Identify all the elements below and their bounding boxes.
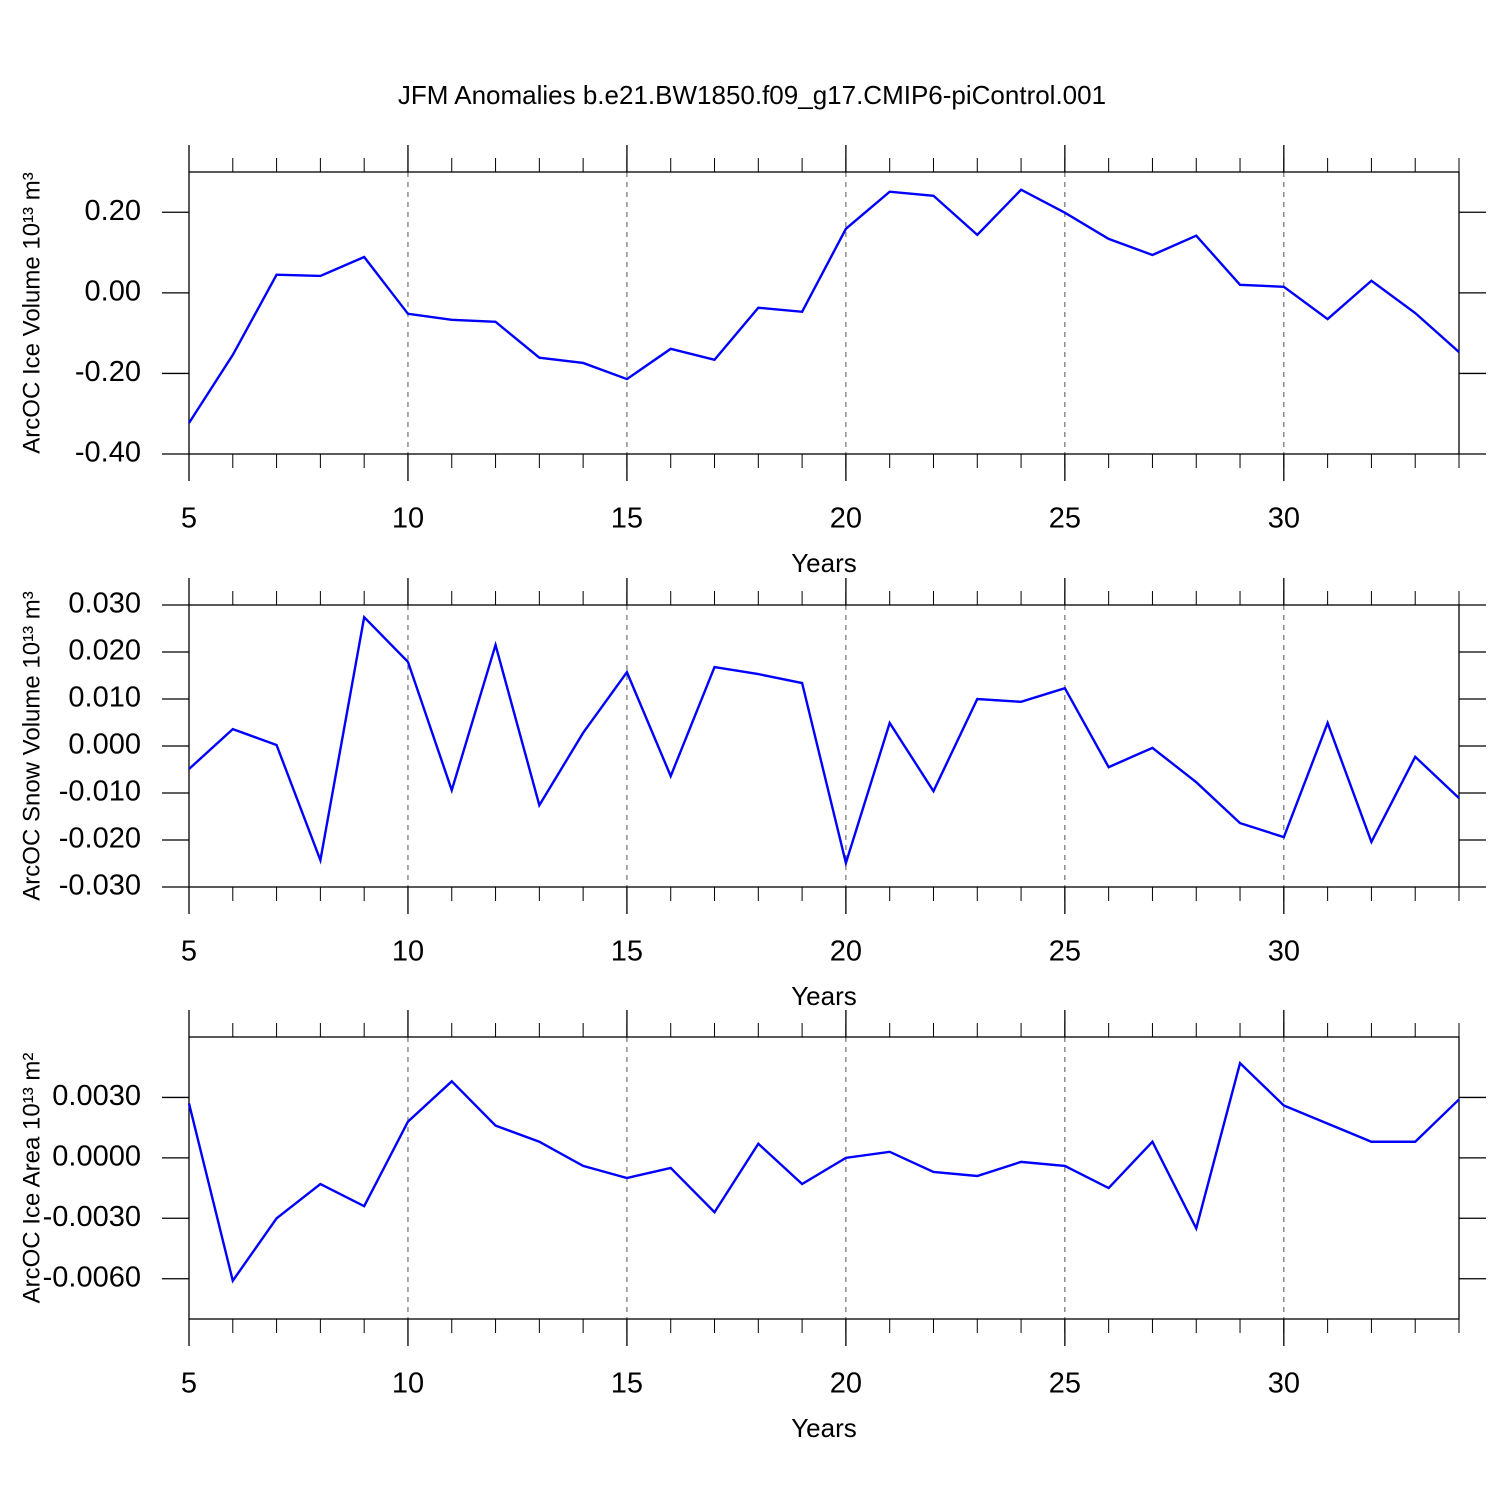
x-tick-label: 10 bbox=[392, 503, 424, 535]
y-tick-label: -0.40 bbox=[75, 437, 141, 469]
data-line bbox=[187, 1060, 1460, 1284]
x-tick-label: 30 bbox=[1268, 1368, 1300, 1400]
y-tick-label: 0.030 bbox=[68, 588, 141, 620]
plot-frame bbox=[188, 1036, 1460, 1320]
chart-title: JFM Anomalies b.e21.BW1850.f09_g17.CMIP6… bbox=[398, 80, 1106, 110]
x-tick-label: 15 bbox=[611, 1368, 643, 1400]
x-tick-label: 20 bbox=[830, 936, 862, 968]
plot-frame bbox=[188, 171, 1460, 455]
y-axis-label: ArcOC Ice Area 10¹³ m² bbox=[18, 1053, 45, 1304]
plot-frame bbox=[188, 604, 1460, 888]
y-tick-label: -0.030 bbox=[59, 870, 141, 902]
y-tick-label: 0.0030 bbox=[52, 1080, 141, 1112]
x-tick-label: 30 bbox=[1268, 503, 1300, 535]
y-tick-label: -0.0030 bbox=[43, 1201, 141, 1233]
y-tick-label: 0.00 bbox=[85, 276, 141, 308]
x-tick-label: 5 bbox=[181, 503, 197, 535]
x-axis-label: Years bbox=[791, 548, 857, 578]
x-axis-label: Years bbox=[791, 981, 857, 1011]
x-tick-label: 5 bbox=[181, 936, 197, 968]
x-tick-label: 20 bbox=[830, 1368, 862, 1400]
y-tick-label: 0.020 bbox=[68, 635, 141, 667]
x-tick-label: 15 bbox=[611, 936, 643, 968]
x-tick-label: 25 bbox=[1049, 1368, 1081, 1400]
data-line bbox=[187, 188, 1460, 424]
x-axis-label: Years bbox=[791, 1413, 857, 1443]
y-tick-label: -0.20 bbox=[75, 356, 141, 388]
y-axis-label: ArcOC Snow Volume 10¹³ m³ bbox=[18, 591, 45, 900]
x-tick-label: 30 bbox=[1268, 936, 1300, 968]
x-tick-label: 5 bbox=[181, 1368, 197, 1400]
y-axis-label: ArcOC Ice Volume 10¹³ m³ bbox=[18, 172, 45, 453]
x-tick-label: 10 bbox=[392, 1368, 424, 1400]
x-tick-label: 15 bbox=[611, 503, 643, 535]
x-tick-label: 25 bbox=[1049, 503, 1081, 535]
x-tick-label: 10 bbox=[392, 936, 424, 968]
y-tick-label: -0.010 bbox=[59, 776, 141, 808]
y-tick-label: 0.000 bbox=[68, 729, 141, 761]
x-tick-label: 25 bbox=[1049, 936, 1081, 968]
y-tick-label: 0.0000 bbox=[52, 1141, 141, 1173]
x-tick-label: 20 bbox=[830, 503, 862, 535]
y-tick-label: -0.020 bbox=[59, 823, 141, 855]
y-tick-label: 0.20 bbox=[85, 195, 141, 227]
data-line bbox=[188, 614, 1460, 868]
y-tick-label: 0.010 bbox=[68, 682, 141, 714]
y-tick-label: -0.0060 bbox=[43, 1261, 141, 1293]
